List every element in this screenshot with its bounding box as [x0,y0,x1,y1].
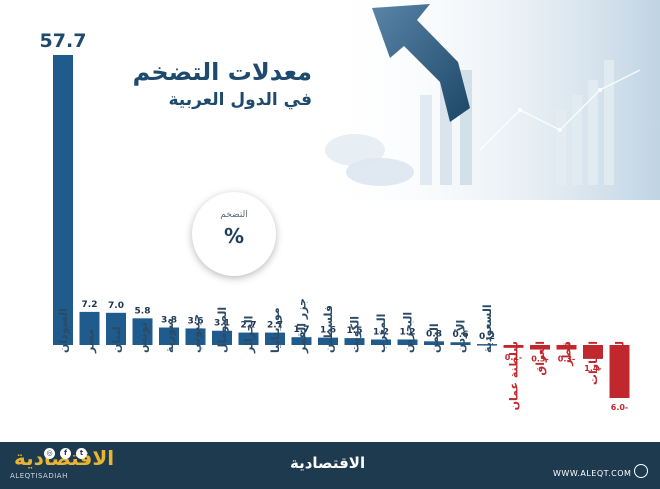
data-label: 0.2 [479,332,495,342]
bar [106,312,126,345]
data-label: 3.8 [161,316,177,326]
category-label: الأردن [454,320,468,353]
data-label: 5.8 [135,306,151,316]
category-label: السعودية [481,304,494,353]
category-labels-group: السودان مصر لبنان تونس سورية جيبوتي الصومال الج… [57,298,627,410]
bar [503,345,524,348]
category-label: فلسطين [322,305,335,353]
category-label: سورية [163,318,176,353]
bar [556,345,577,350]
chart-area: 57.7 7.2 7.0 5.8 3.8 3.6 3.1 2.7 2.7 1.7 1.6 1.5 1.2… [40,0,660,412]
bar [371,339,391,345]
category-label: موريتانيا [269,307,282,353]
bar [291,337,312,345]
bar [53,55,73,345]
data-label: 0.3- [558,355,576,364]
category-label: جيبوتي [190,314,203,353]
data-label: 0.1- [505,353,523,362]
bar [530,345,550,350]
category-label: الصومال [216,307,229,353]
globe-icon [634,464,648,478]
category-label: قطر [561,341,574,367]
data-label: 1.7 [294,325,310,335]
data-label: 2.7 [241,321,257,331]
category-label: تونس [137,322,150,353]
category-label: ليبيا [614,341,627,363]
bar [238,332,259,345]
data-label: 57.7 [40,30,87,52]
category-label: البحرين [402,312,415,353]
data-label: 3.1 [214,319,230,329]
footer-bar: الاقتصادية ◎ f t ALEQTISADIAH الاقتصادية… [0,442,660,489]
category-label: لبنان [110,326,123,353]
data-label: 7.0 [108,301,124,311]
data-label: 1.4- [584,364,602,373]
bar [265,332,285,345]
category-label: الإمارات [587,341,600,385]
bar [79,311,100,345]
bar [450,342,471,345]
category-label: جزر القمر [296,298,309,354]
bar [318,337,338,345]
data-label: 3.6 [188,316,204,326]
data-label: 0.3- [531,355,549,364]
badge-label: التضخم [220,210,248,220]
bar [424,341,444,345]
chart-title: معدلات التضخم [132,58,312,86]
website-url[interactable]: WWW.ALEQT.COM [553,469,632,478]
data-label: 0.6 [453,330,469,340]
category-label: سلطنة عمان [508,341,521,410]
category-label: مصر [84,329,97,355]
social-handle: ALEQTISADIAH [10,472,68,480]
bar [583,345,603,359]
instagram-icon[interactable]: ◎ [44,448,55,459]
value-labels-group: 57.7 7.2 7.0 5.8 3.8 3.6 3.1 2.7 2.7 1.7 1.6 1.5 1.2… [40,30,629,412]
bar [477,344,497,346]
brand-logo-center: الاقتصادية [290,454,366,472]
background-decoration [320,0,660,200]
category-label: المغرب [375,314,388,353]
category-label: السودان [57,308,70,353]
category-label: الكويت [349,316,362,353]
bar [397,339,418,345]
twitter-icon[interactable]: t [76,448,87,459]
bar [212,330,232,345]
chart-subtitle: في الدول العربية [168,90,312,110]
percent-symbol: % [223,224,245,248]
data-label: 7.2 [82,300,98,310]
arrow-up-graphic [372,4,470,122]
facebook-icon[interactable]: f [60,448,71,459]
bar [609,345,630,398]
data-label: 1.5 [347,326,363,336]
bar [132,318,153,345]
data-label: 1.2 [373,327,389,337]
data-label: 1.6 [320,326,336,336]
title-block: معدلات التضخم في الدول العربية [133,58,312,110]
inflation-badge: التضخم % [192,192,276,276]
data-label: 6.0- [611,403,629,412]
data-label: 1.2 [400,327,416,337]
data-label: 0.8 [426,329,442,339]
bar [159,327,179,345]
category-label: اليمن [428,323,441,353]
bars-group [53,55,630,398]
data-label: 2.7 [267,321,283,331]
category-label: العراق [534,341,547,376]
bar [344,338,365,345]
category-label: الجزائر [243,316,256,354]
bar [185,328,206,345]
